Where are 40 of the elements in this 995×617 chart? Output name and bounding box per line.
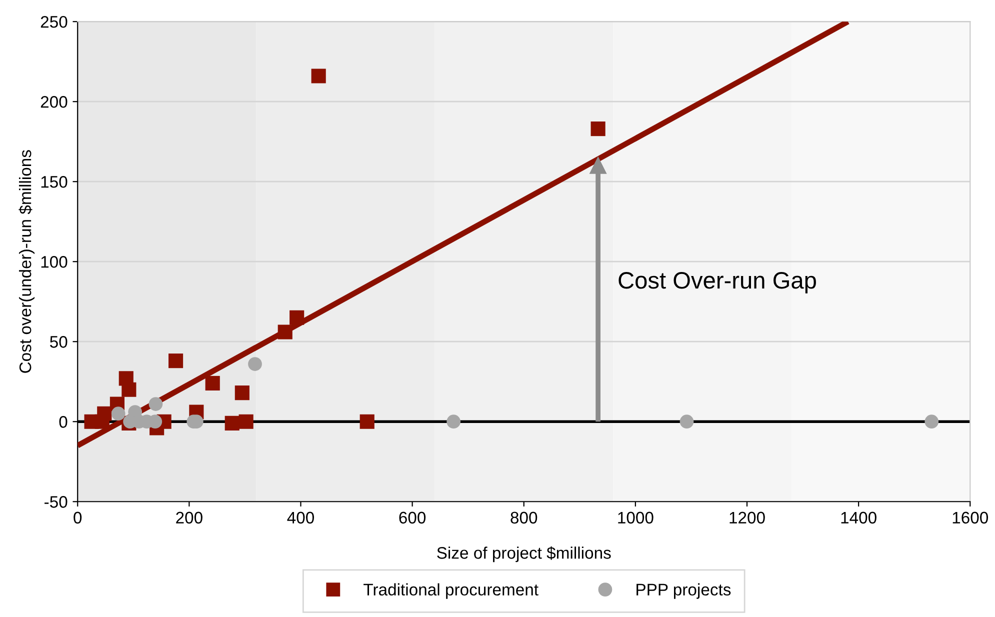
point — [446, 414, 461, 429]
point — [238, 414, 254, 429]
point — [111, 406, 126, 421]
x-axis-title: Size of project $millions — [437, 546, 611, 562]
x-tick-label: 200 — [176, 512, 202, 524]
legend-label: PPP projects — [636, 583, 731, 599]
point — [590, 157, 606, 174]
y-tick-label: 200 — [40, 96, 68, 108]
annotation: Cost Over-run Gap — [618, 272, 816, 294]
x-tick-label: 1600 — [952, 512, 988, 524]
point — [311, 68, 326, 84]
point — [680, 414, 694, 429]
point — [97, 406, 112, 421]
x-tick-label: 1200 — [730, 512, 765, 524]
point — [148, 397, 163, 411]
y-tick-label: 0 — [59, 416, 68, 428]
x-tick-label: 600 — [399, 512, 426, 524]
point — [224, 416, 240, 430]
point — [590, 122, 606, 136]
x-tick-label: 1000 — [618, 512, 654, 524]
x-tick-label: 800 — [510, 512, 538, 524]
y-tick-label: -50 — [44, 496, 68, 508]
point — [290, 310, 304, 325]
point — [248, 357, 262, 371]
y-tick-label: 150 — [41, 176, 68, 188]
point — [122, 382, 136, 397]
y-tick-label: 250 — [40, 16, 68, 28]
point — [924, 414, 939, 429]
legend-label: Traditional procurement — [364, 583, 538, 599]
x-tick-label: 1400 — [841, 512, 876, 524]
point — [278, 324, 292, 340]
point — [234, 386, 250, 400]
y-tick-label: 50 — [50, 336, 68, 348]
point — [168, 354, 184, 368]
point — [205, 376, 220, 390]
x-tick-label: 0 — [74, 512, 82, 524]
y-axis-title: Cost over(under)-run $millions — [18, 150, 35, 373]
y-tick-label: 100 — [41, 256, 68, 268]
x-tick-label: 400 — [287, 512, 314, 524]
point — [360, 414, 374, 429]
